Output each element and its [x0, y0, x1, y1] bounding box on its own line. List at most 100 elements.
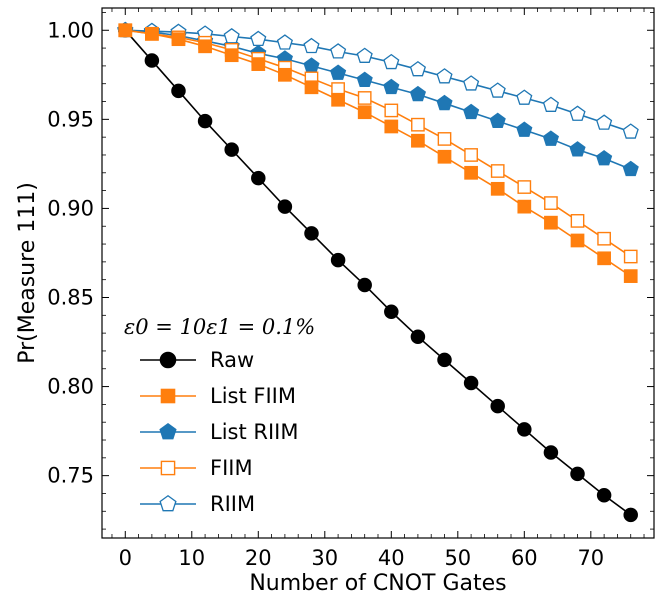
data-point-list-riim	[622, 160, 639, 177]
y-tick-label: 0.75	[47, 464, 94, 488]
data-point-raw	[357, 277, 372, 293]
data-point-list-riim	[596, 150, 613, 166]
data-point-raw	[277, 199, 293, 214]
data-point-riim	[276, 34, 293, 50]
data-point-riim	[596, 114, 613, 130]
data-point-list-fiim	[384, 119, 399, 134]
data-point-raw	[490, 398, 505, 414]
plot-area	[117, 21, 639, 523]
data-point-list-fiim	[278, 67, 292, 82]
series-line-list-fiim	[125, 29, 632, 277]
legend-marker-raw	[159, 351, 177, 369]
data-point-list-fiim	[198, 39, 212, 54]
data-point-fiim	[623, 249, 638, 264]
legend-item-list-fiim: List FIIM	[140, 384, 296, 408]
data-point-raw	[197, 113, 213, 129]
legend-item-raw: Raw	[140, 348, 254, 372]
legend-label-raw: Raw	[210, 348, 254, 372]
legend-label-list-riim: List RIIM	[210, 420, 298, 444]
data-point-riim	[436, 68, 453, 84]
legend-label-riim: RIIM	[210, 492, 255, 516]
data-point-fiim	[570, 214, 585, 228]
data-point-list-fiim	[411, 133, 425, 148]
data-point-fiim	[357, 91, 372, 105]
series-raw	[118, 23, 638, 523]
data-point-list-fiim	[597, 251, 611, 266]
legend-title: ε0 = 10ε1 = 0.1%	[124, 315, 315, 339]
data-point-list-fiim	[251, 57, 266, 71]
legend-item-riim: RIIM	[140, 492, 255, 516]
legend: ε0 = 10ε1 = 0.1% Raw List FIIM List RIIM FII…	[124, 315, 315, 516]
data-point-riim	[330, 43, 347, 59]
data-point-fiim	[464, 148, 478, 162]
data-point-riim	[463, 75, 480, 91]
x-tick-label: 0	[119, 546, 132, 570]
data-point-list-fiim	[623, 269, 638, 283]
data-point-list-fiim	[145, 26, 159, 41]
x-tick-label: 10	[178, 546, 205, 570]
data-point-fiim	[411, 117, 425, 132]
data-point-list-fiim	[570, 233, 585, 248]
data-point-raw	[224, 142, 239, 157]
y-tick-label: 0.80	[47, 375, 94, 399]
data-point-riim	[542, 96, 560, 112]
data-point-list-riim	[489, 112, 506, 129]
series-list-fiim	[118, 23, 638, 283]
data-point-list-riim	[383, 78, 400, 95]
data-point-raw	[171, 83, 186, 99]
data-point-list-fiim	[464, 165, 478, 180]
data-point-fiim	[597, 231, 611, 246]
data-point-list-fiim	[357, 105, 372, 120]
data-point-list-riim	[569, 141, 586, 157]
data-point-list-fiim	[224, 48, 239, 63]
legend-item-fiim: FIIM	[140, 456, 253, 480]
x-tick-label: 70	[577, 546, 604, 570]
y-tick-label: 0.90	[47, 196, 94, 220]
data-point-raw	[410, 329, 426, 344]
data-point-fiim	[490, 164, 505, 178]
data-point-fiim	[517, 180, 532, 194]
x-tick-label: 30	[311, 546, 338, 570]
data-point-raw	[517, 422, 532, 437]
data-point-fiim	[544, 196, 558, 210]
data-point-raw	[251, 170, 266, 186]
legend-marker-riim	[159, 494, 177, 512]
data-point-list-riim	[303, 57, 320, 73]
data-point-list-fiim	[490, 181, 505, 196]
data-point-list-fiim	[544, 215, 558, 230]
y-tick-label: 0.95	[47, 107, 94, 131]
data-point-list-riim	[436, 94, 453, 111]
series-riim	[117, 21, 639, 139]
data-point-list-fiim	[118, 23, 133, 38]
data-point-raw	[384, 304, 399, 319]
data-point-riim	[303, 37, 320, 54]
x-tick-label: 40	[378, 546, 405, 570]
data-point-riim	[409, 60, 426, 77]
x-axis-title: Number of CNOT Gates	[249, 571, 506, 596]
data-point-riim	[622, 123, 639, 139]
data-point-list-riim	[356, 71, 373, 88]
series-list-riim	[117, 21, 639, 177]
data-point-list-riim	[516, 121, 533, 137]
data-point-raw	[623, 507, 638, 523]
data-point-riim	[516, 89, 533, 105]
data-point-raw	[437, 352, 452, 368]
data-point-riim	[569, 105, 586, 121]
data-point-list-fiim	[171, 32, 186, 47]
y-tick-label: 0.85	[47, 285, 94, 309]
data-point-riim	[223, 27, 240, 44]
data-point-list-riim	[409, 85, 426, 102]
data-point-riim	[250, 30, 267, 47]
data-point-fiim	[437, 132, 452, 146]
y-tick-label: 1.00	[47, 18, 94, 42]
data-point-raw	[463, 375, 479, 391]
data-point-raw	[304, 226, 319, 241]
legend-marker-list-fiim	[160, 388, 176, 404]
data-point-raw	[144, 53, 160, 68]
data-point-raw	[330, 252, 346, 268]
data-point-list-fiim	[437, 149, 452, 164]
data-point-list-riim	[542, 130, 560, 146]
data-point-riim	[383, 53, 400, 70]
data-point-list-riim	[330, 64, 347, 80]
